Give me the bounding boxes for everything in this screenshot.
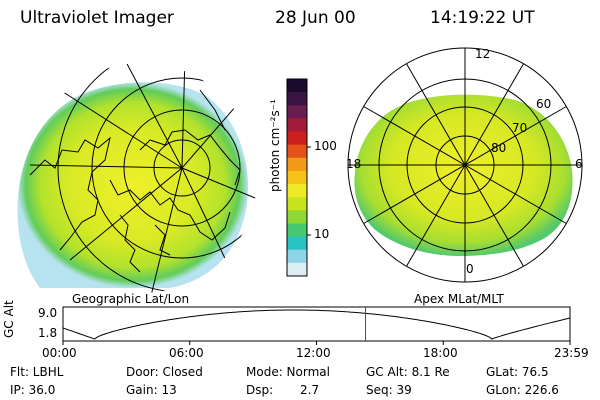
- colorbar-swatch: [287, 144, 307, 159]
- mlt-label-12: 12: [475, 47, 491, 61]
- altitude-ytick-1: 1.8: [38, 326, 58, 340]
- mlat-label-60: 60: [536, 97, 552, 111]
- coastline-overlay: [29, 89, 241, 273]
- aurora-emission-right: [354, 94, 573, 256]
- time-tick-0000: 00:00: [42, 346, 77, 360]
- dsp-value: 2.7: [300, 383, 320, 397]
- colorbar-swatch: [287, 131, 307, 146]
- time-tick-2359: 23:59: [554, 346, 589, 360]
- altitude-curve: [62, 309, 571, 340]
- geographic-panel-label: Geographic Lat/Lon: [72, 292, 190, 306]
- colorbar-swatch: [287, 210, 307, 224]
- filter-info: Flt: LBHL: [10, 365, 64, 379]
- glat-info: GLat: 76.5: [486, 365, 549, 379]
- colorbar-tick-10: 10: [314, 227, 330, 241]
- glon-info: GLon: 226.6: [486, 383, 559, 397]
- door-info: Door: Closed: [126, 365, 203, 379]
- mlat-mlt-polar-plot: [347, 47, 583, 283]
- colorbar-swatch: [287, 197, 307, 211]
- colorbar-swatch: [287, 262, 307, 277]
- mlt-label-18: 18: [346, 157, 362, 171]
- instrument-title: Ultraviolet Imager: [20, 8, 174, 28]
- mlat-label-80: 80: [491, 141, 507, 155]
- gc-alt-info: GC Alt: 8.1 Re: [366, 365, 450, 379]
- colorbar-tick-100: 100: [314, 139, 337, 153]
- colorbar-swatch: [287, 157, 307, 172]
- altitude-ylabel: GC Alt: [2, 300, 16, 338]
- time-tick-1200: 12:00: [296, 346, 331, 360]
- colorbar-swatch: [287, 223, 307, 238]
- geographic-image: [0, 45, 260, 293]
- seq-info: Seq: 39: [366, 383, 412, 397]
- mlt-label-6: 6: [575, 157, 583, 171]
- colorbar-swatch: [287, 184, 307, 198]
- time-tick-1800: 18:00: [423, 346, 458, 360]
- observation-date: 28 Jun 00: [275, 8, 356, 28]
- altitude-ytick-9: 9.0: [38, 306, 58, 320]
- apex-panel-label: Apex MLat/MLT: [414, 292, 504, 306]
- dsp-label: Dsp:: [246, 383, 274, 397]
- gain-info: Gain: 13: [126, 383, 177, 397]
- observation-time: 14:19:22 UT: [430, 8, 535, 28]
- altitude-plot: [62, 306, 571, 345]
- mlat-label-70: 70: [512, 121, 528, 135]
- colorbar: [286, 78, 311, 277]
- time-tick-0600: 06:00: [169, 346, 204, 360]
- colorbar-swatch: [287, 118, 307, 133]
- colorbar-swatch: [287, 236, 307, 251]
- colorbar-frame: [286, 78, 308, 277]
- ip-info: IP: 36.0: [10, 383, 56, 397]
- colorbar-swatch: [287, 79, 307, 93]
- colorbar-swatch: [287, 249, 307, 264]
- colorbar-swatch: [287, 92, 307, 106]
- mlt-label-0: 0: [466, 262, 474, 276]
- mode-info: Mode: Normal: [246, 365, 330, 379]
- colorbar-unit-label: photon cm⁻²s⁻¹: [268, 99, 282, 192]
- colorbar-swatch: [287, 170, 307, 185]
- colorbar-swatch: [287, 105, 307, 119]
